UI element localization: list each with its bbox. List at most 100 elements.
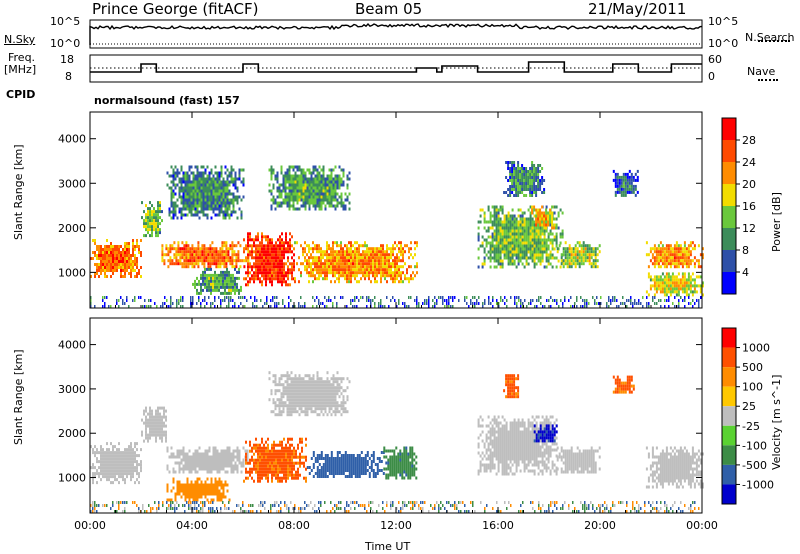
power-cbar-tick-6: 4 [742,266,749,279]
velocity-panel: 1000 2000 3000 4000 00:00 04:00 08:00 12:00 16:… [58,112,718,532]
velocity-ytick-3: 4000 [58,339,86,352]
power-near-range-noise [90,296,702,308]
velocity-cbar-tick-4: -25 [742,420,760,433]
velocity-ytick-2: 3000 [58,383,86,396]
nave-label: Nave [747,65,776,78]
velocity-ylabel: Slant Range [km] [12,349,25,445]
xtick-1: 04:00 [176,519,208,532]
nsearch-legend-line [758,40,790,42]
velocity-cbar-tick-7: -1000 [742,478,774,491]
nsky-tick-bottom: 10^0 [50,37,81,50]
station-title: Prince George (fitACF) [92,0,259,18]
velocity-ytick-0: 1000 [58,472,86,485]
freq-tick-bottom: 8 [65,70,72,83]
power-colorbar: 28 24 20 16 12 8 4 [721,117,756,295]
velocity-region-2 [166,446,249,474]
power-region-4 [192,267,242,295]
velocity-cbar-swatch-2 [722,367,736,387]
power-cbar-swatch-4 [722,206,736,228]
velocity-cbar-swatch-6 [722,445,736,465]
velocity-region-3 [166,477,231,502]
power-panel: 1000 2000 3000 4000 [58,111,704,309]
power-cbar-tick-3: 16 [742,200,756,213]
power-region-11 [556,241,601,269]
nave-legend-line [758,79,778,81]
power-ytick-3: 4000 [58,133,86,146]
freq-tick-top: 18 [60,53,74,66]
velocity-region-1 [141,406,167,443]
freq-label-line2: [MHz] [4,63,37,76]
velocity-cbar-tick-2: 100 [742,381,763,394]
power-cbar-swatch-7 [722,272,736,294]
power-region-9 [503,161,546,197]
velocity-region-13 [645,446,704,489]
velocity-ytick-1: 2000 [58,427,86,440]
velocity-region-12 [612,375,635,394]
power-cbar-tick-5: 8 [742,244,749,257]
velocity-cbar-tick-0: 1000 [742,342,770,355]
xtick-2: 08:00 [278,519,310,532]
power-cbar-label: Power [dB] [770,192,783,252]
xtick-3: 12:00 [380,519,412,532]
power-ylabel: Slant Range [km] [12,144,25,240]
velocity-region-9 [503,374,520,399]
power-ytick-0: 1000 [58,266,86,279]
velocity-region-7 [268,371,351,417]
power-cbar-swatch-6 [722,250,736,272]
xtick-5: 20:00 [584,519,616,532]
velocity-cbar-swatch-3 [722,386,736,407]
nave-tick-top: 60 [708,53,722,66]
velocity-region-8 [477,415,558,476]
velocity-region-4 [243,437,307,483]
power-cbar-swatch-0 [722,118,736,140]
freq-trace [90,61,702,73]
nsky-tick-top: 10^5 [50,15,81,28]
power-region-7 [294,241,418,284]
velocity-cbar-tick-3: 25 [742,400,756,413]
xtick-4: 16:00 [482,519,514,532]
velocity-cbar-swatch-5 [722,425,736,446]
power-cbar-tick-0: 28 [742,134,756,147]
power-region-0 [90,239,142,278]
power-ytick-1: 2000 [58,222,86,235]
nsky-trace [89,22,703,45]
power-cbar-tick-4: 12 [742,222,756,235]
velocity-cbar-swatch-4 [722,406,736,426]
power-ytick-2: 3000 [58,177,86,190]
power-cbar-tick-1: 24 [742,156,756,169]
velocity-cbar-tick-5: -100 [742,439,767,452]
power-region-13 [645,241,704,269]
cpid-label: CPID [6,88,36,101]
power-cbar-swatch-1 [722,140,736,162]
freq-label-line1: Freq. [8,51,36,64]
velocity-region-6 [383,446,418,480]
power-cbar-swatch-5 [722,228,736,250]
time-xlabel: Time UT [365,540,411,553]
nsearch-tick-top: 10^5 [708,15,739,28]
velocity-region-0 [90,442,142,485]
power-region-5 [243,232,295,287]
velocity-colorbar: 1000 500 100 25 -25 -100 -500 -1000 [721,327,774,505]
cpid-program: normalsound (fast) 157 [94,94,240,107]
velocity-cbar-swatch-7 [722,464,736,485]
velocity-cbar-label: Velocity [m s^-1] [770,374,783,470]
velocity-cbar-tick-1: 500 [742,361,763,374]
velocity-region-11 [556,446,601,474]
power-cbar-swatch-2 [722,162,736,184]
power-cbar-swatch-3 [722,184,736,206]
nsky-panel [89,19,703,49]
xtick-6: 00:00 [686,519,718,532]
date-title: 21/May/2011 [588,0,687,18]
freq-panel [89,54,703,83]
velocity-near-range-noise [90,501,700,513]
velocity-region-10 [533,424,558,443]
beam-title: Beam 05 [355,0,423,18]
power-region-2 [161,241,250,269]
velocity-cbar-tick-6: -500 [742,459,767,472]
velocity-cbar-swatch-1 [722,347,736,368]
power-region-6 [268,165,351,211]
power-region-3 [166,165,245,220]
xtick-0: 00:00 [74,519,106,532]
power-cbar-tick-2: 20 [742,178,756,191]
